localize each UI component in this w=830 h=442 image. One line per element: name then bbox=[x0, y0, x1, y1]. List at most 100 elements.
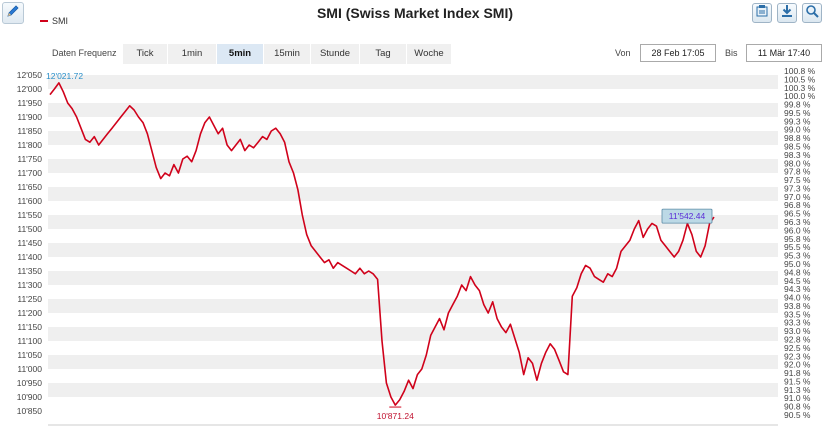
grid-band bbox=[48, 187, 778, 201]
y-tick-label: 12'000 bbox=[17, 84, 43, 94]
pct-tick-label: 95.8 % bbox=[784, 234, 811, 244]
y-tick-label: 11'300 bbox=[17, 280, 42, 290]
pct-tick-label: 99.0 % bbox=[784, 125, 811, 135]
y-tick-label: 11'400 bbox=[17, 252, 42, 262]
tab-woche[interactable]: Woche bbox=[407, 44, 451, 64]
pencil-icon bbox=[6, 4, 20, 23]
grid-band bbox=[48, 159, 778, 173]
pct-tick-label: 99.5 % bbox=[784, 108, 811, 118]
legend: SMI bbox=[40, 16, 68, 26]
pct-tick-label: 92.3 % bbox=[784, 351, 811, 361]
pct-tick-label: 98.5 % bbox=[784, 142, 811, 152]
y-tick-label: 10'850 bbox=[17, 406, 43, 416]
line-chart: 12'050 12'000 11'950 11'900 11'850 11'800 11'7… bbox=[17, 66, 816, 426]
zoom-button[interactable] bbox=[802, 3, 822, 23]
download-icon bbox=[780, 4, 794, 23]
y-tick-label: 11'750 bbox=[17, 154, 42, 164]
pct-tick-label: 96.3 % bbox=[784, 217, 811, 227]
download-button[interactable] bbox=[777, 3, 797, 23]
edit-chart-button[interactable] bbox=[2, 2, 24, 24]
pct-tick-label: 92.5 % bbox=[784, 343, 811, 353]
tab-1min[interactable]: 1min bbox=[168, 44, 216, 64]
chart-settings-button[interactable] bbox=[752, 3, 772, 23]
frequency-label: Daten Frequenz bbox=[52, 48, 117, 58]
y-tick-label: 11'600 bbox=[17, 196, 42, 206]
grid-band bbox=[48, 243, 778, 257]
pct-tick-label: 97.3 % bbox=[784, 183, 811, 193]
grid-band bbox=[48, 131, 778, 145]
pct-tick-label: 94.3 % bbox=[784, 284, 811, 294]
y-tick-label: 11'650 bbox=[17, 182, 42, 192]
grid-band bbox=[48, 327, 778, 341]
pct-tick-label: 93.8 % bbox=[784, 301, 811, 311]
grid-band bbox=[48, 271, 778, 285]
pct-tick-label: 100.3 % bbox=[784, 83, 816, 93]
y-tick-label: 11'200 bbox=[17, 308, 42, 318]
y-tick-label: 11'350 bbox=[17, 266, 42, 276]
tab-5min[interactable]: 5min bbox=[217, 44, 263, 64]
y-tick-label: 11'250 bbox=[17, 294, 42, 304]
pct-tick-label: 92.0 % bbox=[784, 360, 811, 370]
tab-stunde[interactable]: Stunde bbox=[311, 44, 359, 64]
pct-tick-label: 91.8 % bbox=[784, 368, 811, 378]
pct-tick-label: 98.8 % bbox=[784, 133, 811, 143]
pct-tick-label: 90.8 % bbox=[784, 402, 811, 412]
frequency-tabs: Tick 1min 5min 15min Stunde Tag Woche bbox=[123, 44, 452, 64]
y-tick-label: 11'500 bbox=[17, 224, 42, 234]
legend-label: SMI bbox=[52, 16, 69, 26]
current-value-box bbox=[661, 208, 713, 224]
y-tick-label: 10'900 bbox=[17, 392, 43, 402]
series-line-smi bbox=[49, 82, 715, 406]
tab-tag[interactable]: Tag bbox=[360, 44, 406, 64]
y-tick-label: 11'850 bbox=[17, 126, 42, 136]
from-label: Von bbox=[615, 48, 631, 58]
pct-tick-label: 91.0 % bbox=[784, 393, 811, 403]
y-tick-label: 11'900 bbox=[17, 112, 42, 122]
legend-swatch bbox=[40, 20, 48, 22]
pct-tick-label: 96.8 % bbox=[784, 200, 811, 210]
pct-tick-label: 92.8 % bbox=[784, 334, 811, 344]
to-label: Bis bbox=[725, 48, 738, 58]
y-tick-label: 11'700 bbox=[17, 168, 42, 178]
current-value-label: 11'542.44 bbox=[669, 211, 706, 221]
zoom-icon bbox=[805, 4, 819, 23]
pct-tick-label: 91.5 % bbox=[784, 376, 811, 386]
pct-tick-label: 91.3 % bbox=[784, 385, 811, 395]
pct-tick-label: 95.5 % bbox=[784, 242, 811, 252]
y-tick-label: 11'550 bbox=[17, 210, 42, 220]
pct-tick-label: 99.8 % bbox=[784, 100, 811, 110]
pct-tick-label: 100.8 % bbox=[784, 66, 816, 76]
pct-tick-label: 97.0 % bbox=[784, 192, 811, 202]
y-tick-label: 11'950 bbox=[17, 98, 42, 108]
pct-tick-label: 94.8 % bbox=[784, 267, 811, 277]
chart-title: SMI (Swiss Market Index SMI) bbox=[316, 5, 514, 21]
pct-tick-label: 96.0 % bbox=[784, 225, 811, 235]
tab-tick[interactable]: Tick bbox=[123, 44, 167, 64]
pct-tick-label: 90.5 % bbox=[784, 410, 811, 420]
pct-tick-label: 98.3 % bbox=[784, 150, 811, 160]
y-tick-label: 11'050 bbox=[17, 350, 42, 360]
pct-tick-label: 99.3 % bbox=[784, 116, 811, 126]
pct-tick-label: 100.5 % bbox=[784, 74, 816, 84]
pct-tick-label: 97.8 % bbox=[784, 167, 811, 177]
from-date-input[interactable]: 28 Feb 17:05 bbox=[640, 44, 716, 62]
toolbar bbox=[752, 3, 822, 23]
y-tick-label: 10'950 bbox=[17, 378, 43, 388]
pct-tick-label: 97.5 % bbox=[784, 175, 811, 185]
grid-band bbox=[48, 103, 778, 117]
tab-15min[interactable]: 15min bbox=[264, 44, 310, 64]
y-tick-label: 12'050 bbox=[17, 70, 43, 80]
pct-tick-label: 94.5 % bbox=[784, 276, 811, 286]
y-tick-label: 11'450 bbox=[17, 238, 42, 248]
pct-tick-label: 93.3 % bbox=[784, 318, 811, 328]
start-value-label: 12'021.72 bbox=[46, 71, 83, 81]
y-tick-label: 11'150 bbox=[17, 322, 42, 332]
y-tick-label: 11'100 bbox=[17, 336, 42, 346]
grid-band bbox=[48, 383, 778, 397]
y-tick-label: 11'800 bbox=[17, 140, 42, 150]
chart-area[interactable]: 12'050 12'000 11'950 11'900 11'850 11'800 11'7… bbox=[0, 65, 830, 442]
to-date-input[interactable]: 11 Mär 17:40 bbox=[746, 44, 822, 62]
pct-tick-label: 93.0 % bbox=[784, 326, 811, 336]
pct-tick-label: 94.0 % bbox=[784, 293, 811, 303]
min-value-label: 10'871.24 bbox=[377, 411, 414, 421]
